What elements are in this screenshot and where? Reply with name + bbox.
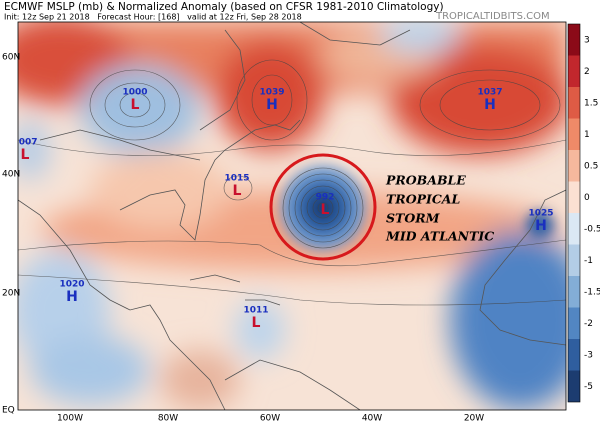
colorbar-tick-label: 0	[584, 193, 590, 203]
colorbar-segment	[568, 55, 580, 87]
colorbar-segment	[568, 24, 580, 56]
longitude-label: 80W	[158, 414, 178, 424]
colorbar-tick-label: 2	[584, 67, 590, 77]
coastlines	[18, 22, 566, 410]
annotation-line: STORM	[386, 211, 441, 226]
colorbar-tick-label: 0.5	[584, 161, 598, 171]
colorbar-tick-label: 1.5	[584, 98, 598, 108]
latitude-label: EQ	[2, 406, 15, 416]
annotation-line: PROBABLE	[385, 173, 466, 188]
longitude-label: 40W	[362, 414, 382, 424]
colorbar-frame	[567, 23, 581, 403]
latitude-label: 20N	[2, 289, 20, 299]
annotation-line: TROPICAL	[386, 192, 460, 207]
pressure-value: 1015	[224, 174, 249, 184]
colorbar-segment	[568, 276, 580, 308]
site-credit: TROPICALTIDBITS.COM	[435, 11, 550, 22]
pressure-center: L	[233, 183, 242, 199]
pressure-value: 1025	[528, 209, 553, 219]
pressure-center: L	[21, 147, 30, 163]
colorbar-tick-label: 1	[584, 130, 590, 140]
latitude-label: 60N	[2, 53, 20, 63]
pressure-value: 1007	[12, 138, 37, 148]
colorbar-segment	[568, 118, 580, 150]
colorbar-segment	[568, 213, 580, 245]
colorbar-tick-label: -1.5	[584, 287, 600, 297]
pressure-center: L	[252, 315, 261, 331]
pressure-center: H	[484, 97, 496, 113]
colorbar-segment	[568, 150, 580, 182]
pressure-center: L	[131, 97, 140, 113]
colorbar-segment	[568, 370, 580, 402]
title: ECMWF MSLP (mb) & Normalized Anomaly (ba…	[4, 1, 444, 13]
colorbar-tick-label: -1	[584, 256, 593, 266]
subtitle: Init: 12z Sep 21 2018 Forecast Hour: [16…	[4, 13, 302, 22]
colorbar-tick-label: -0.5	[584, 224, 600, 234]
longitude-label: 100W	[57, 414, 83, 424]
pressure-center: H	[266, 97, 278, 113]
colorbar-segment	[568, 307, 580, 339]
highlight-circle	[269, 153, 377, 261]
pressure-center: L	[321, 202, 330, 218]
annotation-line: MID ATLANTIC	[385, 229, 494, 244]
pressure-center: H	[66, 289, 78, 305]
colorbar-segment	[568, 339, 580, 371]
colorbar-tick-label: 3	[584, 35, 590, 45]
pressure-value: 1037	[477, 88, 502, 98]
colorbar-segment	[568, 87, 580, 119]
colorbar-tick-label: -5	[584, 382, 593, 392]
pressure-value: 1039	[259, 88, 284, 98]
pressure-value: 1011	[243, 306, 268, 316]
colorbar-segment	[568, 181, 580, 213]
pressure-value: 1020	[59, 280, 84, 290]
pressure-center: H	[535, 218, 547, 234]
colorbar: 3 2 1.5 1 0.5 0 -0.5 -1 -1.5 -2 -3 -5	[567, 23, 600, 403]
latitude-label: 40N	[2, 170, 20, 180]
pressure-value: 1000	[122, 88, 147, 98]
colorbar-tick-label: -2	[584, 319, 593, 329]
map-frame	[17, 21, 567, 411]
longitude-label: 20W	[464, 414, 484, 424]
colorbar-segment	[568, 244, 580, 276]
longitude-label: 60W	[260, 414, 280, 424]
colorbar-tick-label: -3	[584, 350, 593, 360]
pressure-value: 992	[316, 193, 335, 203]
